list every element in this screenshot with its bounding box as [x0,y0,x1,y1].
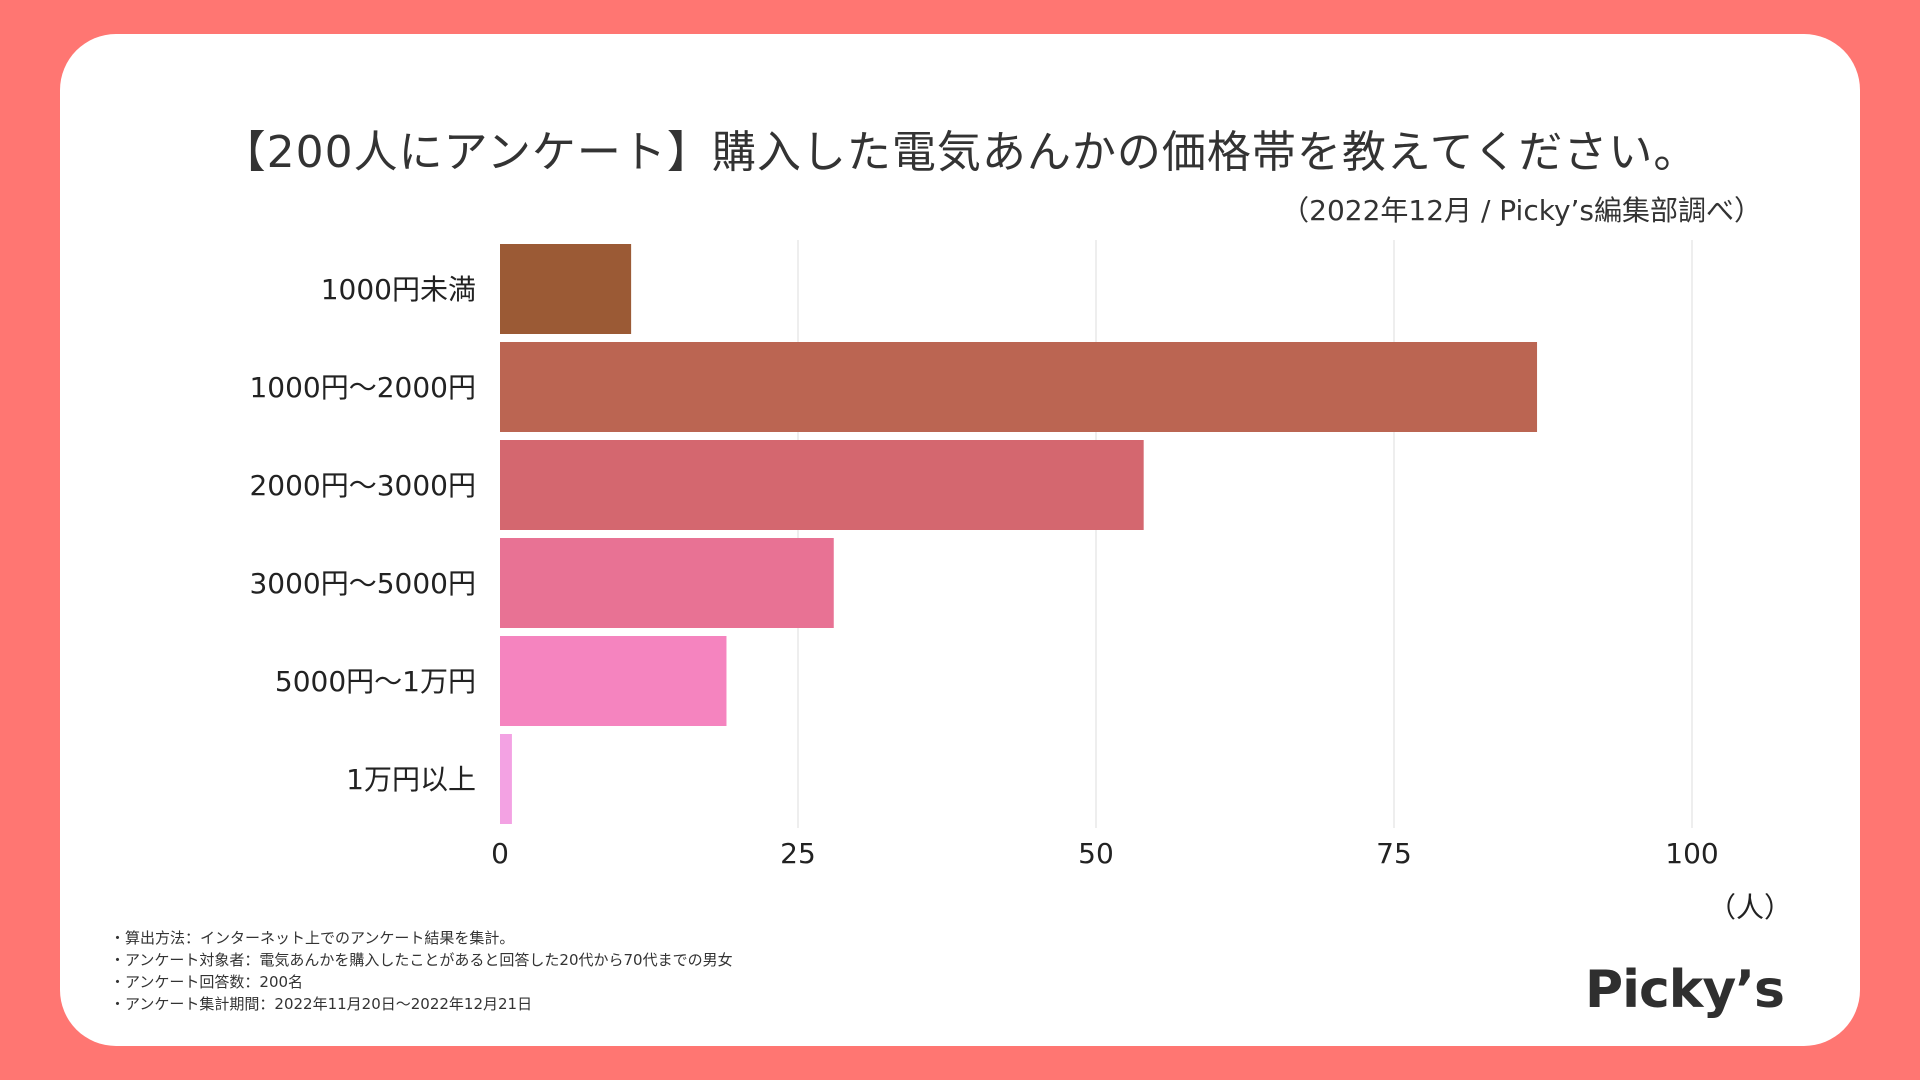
chart-title: 【200人にアンケート】購入した電気あんかの価格帯を教えてください。 [221,127,1699,178]
category-label-1: 1000円〜2000円 [249,371,476,404]
bar-5[interactable] [500,734,512,824]
x-tick-label-100: 100 [1665,837,1718,870]
x-tick-label-75: 75 [1376,837,1412,870]
x-tick-label-0: 0 [491,837,509,870]
chart-source: （2022年12月 / Picky’s編集部調べ） [1281,194,1762,227]
x-tick-labels: 0 25 50 75 100 [491,837,1719,870]
category-label-5: 1万円以上 [346,763,476,796]
bar-chart: 1000円未満 1000円〜2000円 2000円〜3000円 3000円〜5000円… [249,240,1792,924]
bar-1[interactable] [500,342,1538,432]
bars [500,244,1538,824]
bar-2[interactable] [500,440,1144,530]
x-tick-label-25: 25 [780,837,816,870]
pickys-logo: Picky’s [1585,960,1785,1020]
category-label-3: 3000円〜5000円 [249,567,476,600]
note-period: ・アンケート集計期間：2022年11月20日〜2022年12月21日 [110,995,533,1013]
x-axis-unit-label: （人） [1708,891,1792,924]
survey-notes: ・算出方法：インターネット上でのアンケート結果を集計。 ・アンケート対象者：電気… [110,927,733,1015]
category-labels: 1000円未満 1000円〜2000円 2000円〜3000円 3000円〜5000円… [249,273,476,796]
category-label-0: 1000円未満 [321,273,476,306]
chart-card: 【200人にアンケート】購入した電気あんかの価格帯を教えてください。 （2022… [60,34,1860,1046]
bar-4[interactable] [500,636,727,726]
note-method: ・算出方法：インターネット上でのアンケート結果を集計。 [110,929,515,947]
category-label-4: 5000円〜1万円 [275,665,476,698]
bar-3[interactable] [500,538,834,628]
x-tick-label-50: 50 [1078,837,1114,870]
bar-0[interactable] [500,244,632,334]
note-count: ・アンケート回答数：200名 [110,973,304,991]
note-target: ・アンケート対象者：電気あんかを購入したことがあると回答した20代から70代まで… [110,951,733,969]
grid-lines [797,240,1693,828]
category-label-2: 2000円〜3000円 [249,469,476,502]
